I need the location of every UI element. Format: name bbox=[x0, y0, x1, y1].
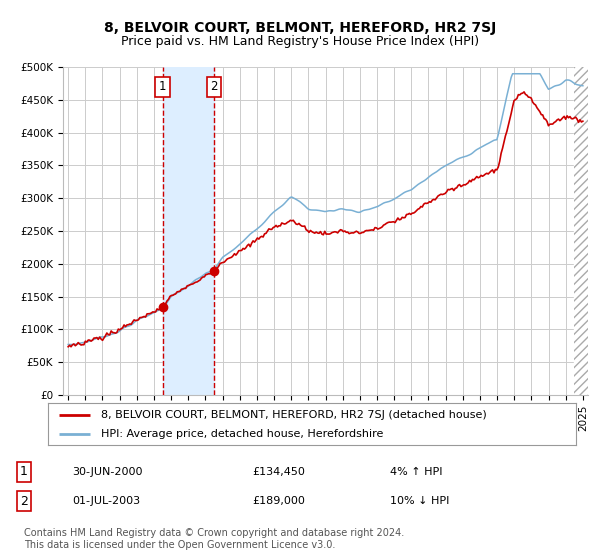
Bar bbox=[574, 67, 588, 395]
Text: 4% ↑ HPI: 4% ↑ HPI bbox=[390, 466, 443, 477]
Text: 1: 1 bbox=[159, 80, 166, 94]
Text: £189,000: £189,000 bbox=[252, 496, 305, 506]
Text: 8, BELVOIR COURT, BELMONT, HEREFORD, HR2 7SJ (detached house): 8, BELVOIR COURT, BELMONT, HEREFORD, HR2… bbox=[101, 409, 487, 419]
Text: 2: 2 bbox=[210, 80, 218, 94]
Text: Price paid vs. HM Land Registry's House Price Index (HPI): Price paid vs. HM Land Registry's House … bbox=[121, 35, 479, 48]
Text: 1: 1 bbox=[20, 465, 28, 478]
Text: 30-JUN-2000: 30-JUN-2000 bbox=[72, 466, 143, 477]
Text: 01-JUL-2003: 01-JUL-2003 bbox=[72, 496, 140, 506]
Text: 8, BELVOIR COURT, BELMONT, HEREFORD, HR2 7SJ: 8, BELVOIR COURT, BELMONT, HEREFORD, HR2… bbox=[104, 21, 496, 35]
Text: 10% ↓ HPI: 10% ↓ HPI bbox=[390, 496, 449, 506]
Bar bbox=[163, 67, 214, 395]
Text: Contains HM Land Registry data © Crown copyright and database right 2024.
This d: Contains HM Land Registry data © Crown c… bbox=[24, 528, 404, 549]
Text: 2: 2 bbox=[20, 494, 28, 508]
Text: HPI: Average price, detached house, Herefordshire: HPI: Average price, detached house, Here… bbox=[101, 429, 383, 439]
Text: £134,450: £134,450 bbox=[252, 466, 305, 477]
Bar bbox=[574, 67, 588, 395]
